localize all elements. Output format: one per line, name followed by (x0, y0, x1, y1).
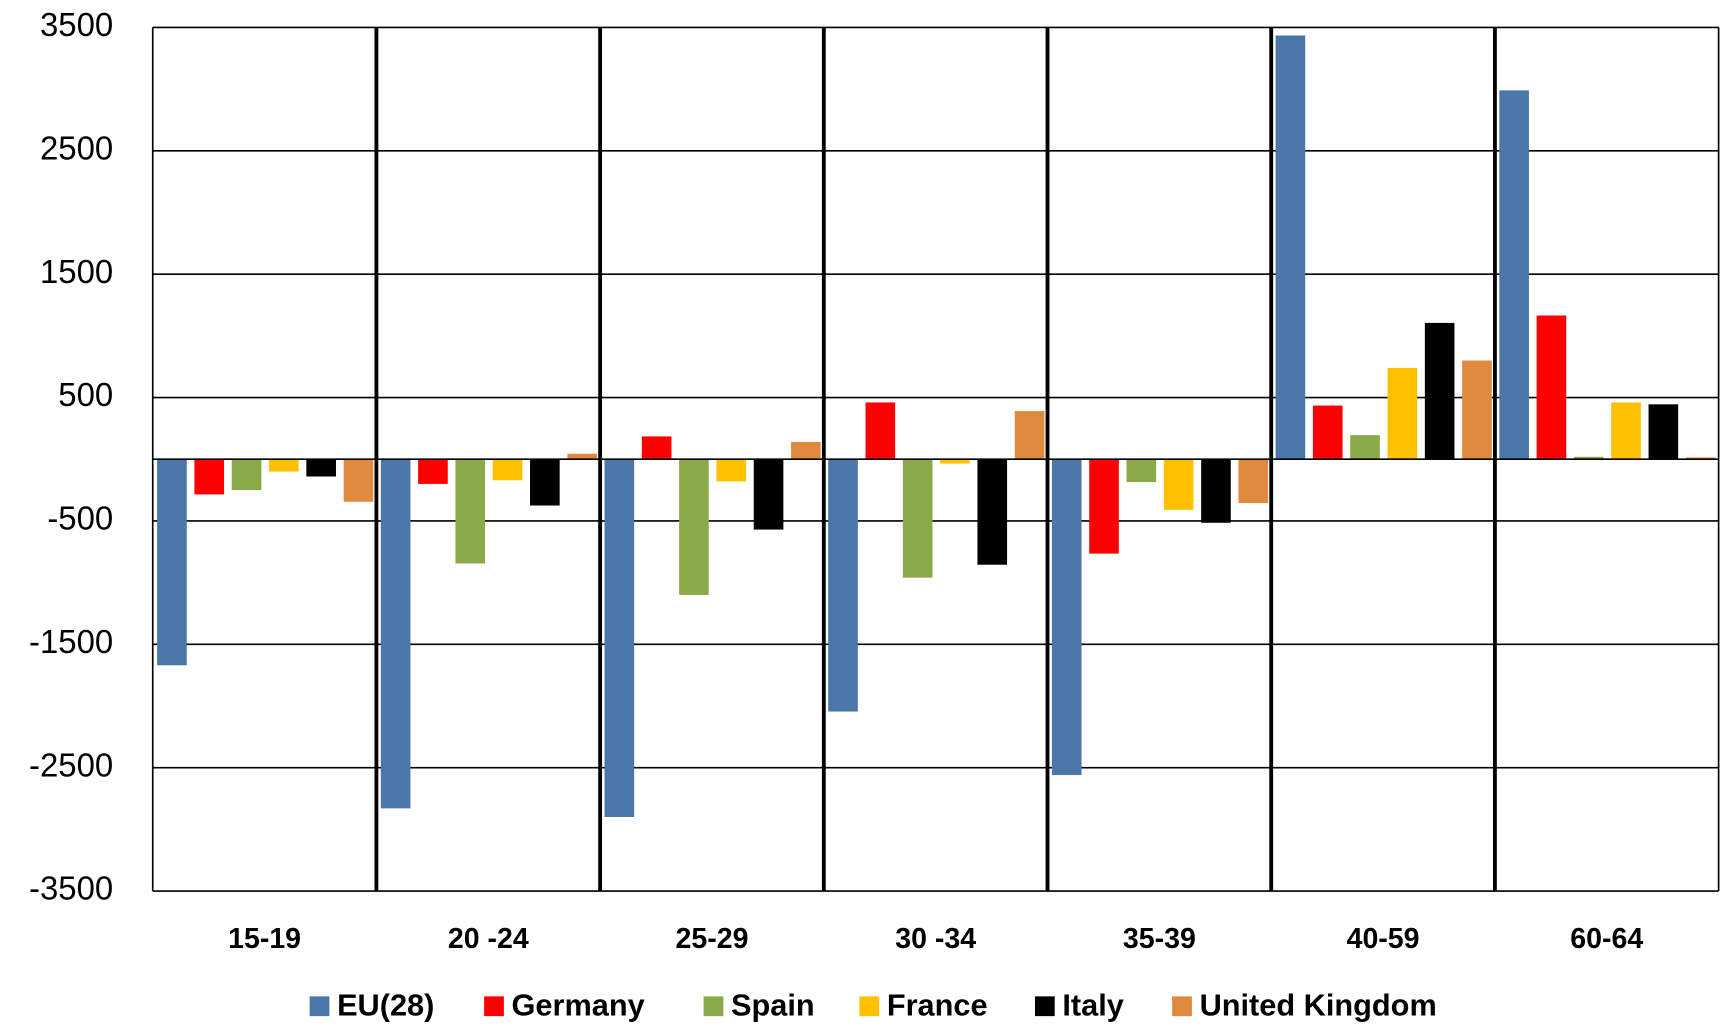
bar (269, 459, 299, 472)
legend-swatch (1034, 996, 1055, 1017)
bar (828, 459, 858, 712)
bar (641, 436, 672, 460)
x-tick-label: 35-39 (1123, 923, 1196, 955)
bar (1014, 411, 1045, 460)
legend-label: Germany (512, 987, 645, 1022)
bar (679, 459, 709, 595)
bar (865, 402, 896, 460)
y-tick-label: 2500 (40, 129, 113, 166)
y-tick-label: -2500 (29, 746, 113, 783)
bar (902, 459, 933, 578)
bar (1126, 459, 1157, 483)
bar (1051, 459, 1082, 776)
y-tick-label: -3500 (29, 870, 113, 907)
y-tick-label: 1500 (40, 253, 113, 290)
bar (1089, 459, 1119, 554)
bar (977, 459, 1008, 565)
legend-swatch (309, 996, 330, 1017)
legend-label: France (887, 987, 988, 1022)
bar (1536, 315, 1567, 460)
y-tick-label: 500 (58, 376, 113, 413)
bar (1350, 435, 1380, 460)
bar (1275, 35, 1306, 460)
bar (1462, 360, 1492, 460)
bar (604, 459, 635, 818)
legend-swatch (859, 996, 880, 1017)
x-tick-label: 30 -34 (895, 923, 976, 955)
bar (753, 459, 784, 530)
legend-label: Spain (731, 987, 815, 1022)
bar (567, 453, 597, 460)
bar (1573, 456, 1604, 460)
x-tick-label: 60-64 (1570, 923, 1643, 955)
bar (1685, 457, 1716, 460)
x-tick-label: 20 -24 (448, 923, 529, 955)
bar (1387, 367, 1418, 460)
bar (157, 459, 187, 666)
bar (231, 459, 262, 491)
y-tick-label: -1500 (29, 623, 113, 660)
legend-swatch (703, 996, 724, 1017)
x-tick-label: 15-19 (228, 923, 301, 955)
bar (194, 459, 225, 495)
legend-label: Italy (1062, 987, 1123, 1022)
bar (306, 459, 336, 477)
legend-swatch (1172, 996, 1192, 1017)
bar (791, 441, 821, 460)
bar (418, 459, 448, 484)
bar (1611, 402, 1641, 460)
bar (1312, 405, 1343, 460)
bar (455, 459, 486, 564)
legend-label: United Kingdom (1200, 987, 1437, 1022)
x-tick-label: 25-29 (676, 923, 749, 955)
bar (492, 459, 523, 481)
bar (1238, 459, 1269, 504)
bar (530, 459, 560, 506)
x-tick-label: 40-59 (1347, 923, 1420, 955)
bar (940, 459, 970, 464)
bar (1424, 322, 1455, 460)
bar (380, 459, 411, 809)
bar (1201, 459, 1231, 523)
y-tick-label: -500 (47, 500, 113, 537)
bar (343, 459, 374, 502)
legend-label: EU(28) (337, 987, 434, 1022)
legend-swatch (484, 996, 504, 1017)
bar (1648, 404, 1679, 460)
bar (1163, 459, 1194, 510)
bar (1499, 90, 1529, 460)
y-tick-label: 3500 (40, 6, 113, 43)
bar (716, 459, 747, 482)
